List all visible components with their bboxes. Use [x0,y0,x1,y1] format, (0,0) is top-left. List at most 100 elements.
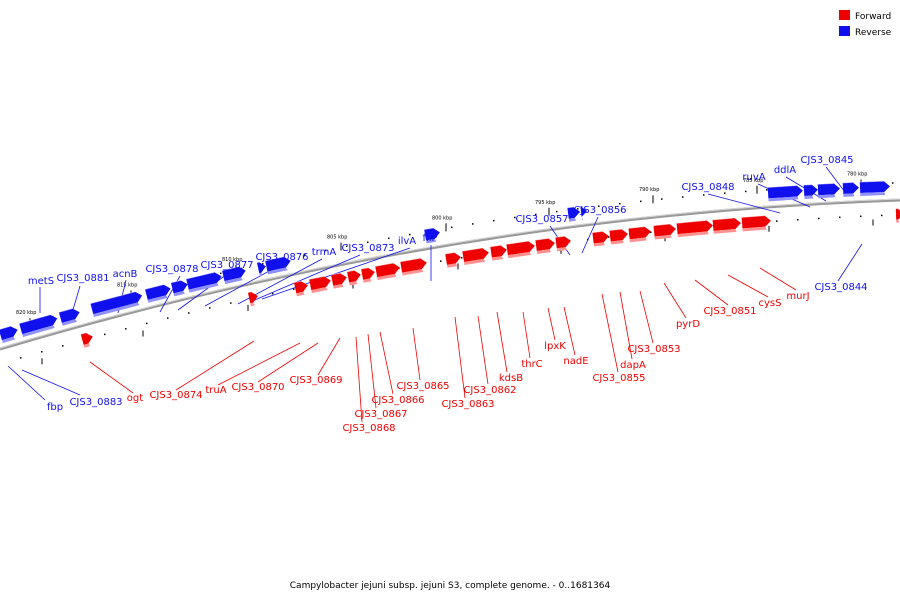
forward-label-leader [639,290,654,344]
legend-reverse-label: Reverse [855,28,892,38]
forward-gene-arrow[interactable] [506,240,536,259]
gene-label-cjs3_0876[interactable]: CJS3_0876 [255,252,308,263]
scale-tick-label: 795 kbp [535,200,555,206]
gene-label-cjs3_0848[interactable]: CJS3_0848 [681,182,734,193]
reverse-gene-arrow[interactable] [19,313,59,338]
forward-gene-shadow [896,219,900,223]
forward-gene-arrow[interactable] [653,223,676,240]
gene-label-cjs3_0868[interactable]: CJS3_0868 [342,423,395,434]
forward-gene-arrow[interactable] [490,244,508,261]
scale-dot-above [745,190,747,193]
forward-gene-arrow[interactable] [462,247,490,265]
forward-gene-arrow[interactable] [628,226,651,243]
gene-label-cjs3_0853[interactable]: CJS3_0853 [627,344,680,355]
gene-label-cjs3_0867[interactable]: CJS3_0867 [354,409,407,420]
reverse-gene-arrow[interactable] [58,307,82,326]
forward-gene-shadow [464,258,486,265]
gene-label-flip[interactable]: fliP [422,233,437,244]
reverse-gene-arrow[interactable] [567,206,581,222]
gene-label-mets[interactable]: metS [28,276,54,287]
gene-label-cyss[interactable]: cysS [759,298,782,309]
reverse-gene-highlight [186,271,215,280]
reverse-gene-arrow[interactable] [170,279,190,297]
forward-gene-arrow[interactable] [330,272,348,289]
forward-gene-shadow [654,234,672,240]
forward-gene-arrow[interactable] [346,269,362,286]
reverse-gene-arrow[interactable] [90,290,144,318]
reverse-gene-arrow[interactable] [817,182,841,199]
forward-gene-arrow[interactable] [247,291,260,307]
reverse-gene-arrow[interactable] [767,184,804,202]
forward-gene-arrow[interactable] [400,257,428,276]
gene-label-cjs3_0870[interactable]: CJS3_0870 [231,382,284,393]
gene-label-cjs3_0855[interactable]: CJS3_0855 [592,373,645,384]
forward-gene-body [609,229,628,242]
gene-label-pyrd[interactable]: pyrD [676,319,700,330]
reverse-gene-arrow[interactable] [424,227,441,244]
gene-label-trua[interactable]: truA [205,385,226,396]
gene-label-cjs3_0881[interactable]: CJS3_0881 [56,273,109,284]
forward-gene-arrow[interactable] [360,267,376,283]
gene-label-kdsb[interactable]: kdsB [499,373,523,384]
gene-label-cjs3_0856[interactable]: CJS3_0856 [573,205,626,216]
reverse-gene-arrow[interactable] [221,265,248,285]
gene-label-cjs3_0883[interactable]: CJS3_0883 [69,397,122,408]
reverse-gene-arrow[interactable] [580,205,588,221]
gene-label-cjs3_0866[interactable]: CJS3_0866 [371,395,424,406]
gene-label-lpxk[interactable]: lpxK [544,341,566,352]
forward-gene-arrow[interactable] [741,215,772,232]
scale-dot-below [146,322,148,325]
gene-label-cjs3_0874[interactable]: CJS3_0874 [149,390,202,401]
forward-gene-arrow[interactable] [712,217,742,234]
reverse-gene-arrow[interactable] [842,181,860,197]
forward-gene-arrow[interactable] [445,252,462,268]
gene-label-cjs3_0845[interactable]: CJS3_0845 [800,155,853,166]
gene-label-murj[interactable]: murJ [786,291,809,302]
reverse-gene-arrow[interactable] [144,283,173,303]
gene-label-ruva[interactable]: ruvA [742,172,765,183]
forward-gene-arrow[interactable] [293,280,310,297]
gene-label-cjs3_0851[interactable]: CJS3_0851 [703,306,756,317]
gene-label-dapa[interactable]: dapA [620,360,646,371]
scale-dot-above [367,241,369,244]
gene-label-ogt[interactable]: ogt [127,393,143,404]
gene-label-thrc[interactable]: thrC [521,359,542,370]
gene-label-cjs3_0862[interactable]: CJS3_0862 [463,385,516,396]
forward-label-leader [217,342,301,386]
forward-gene-arrow[interactable] [80,331,95,348]
gene-label-cjs3_0869[interactable]: CJS3_0869 [289,375,342,386]
gene-label-cjs3_0863[interactable]: CJS3_0863 [441,399,494,410]
gene-label-ilva[interactable]: ilvA [398,236,416,247]
forward-gene-arrow[interactable] [555,235,572,252]
forward-gene-arrow[interactable] [895,208,900,223]
reverse-gene-shadow [188,282,219,293]
reverse-label-leader [249,254,361,303]
forward-gene-arrow[interactable] [676,219,714,238]
forward-gene-arrow[interactable] [375,262,401,281]
gene-label-cjs3_0844[interactable]: CJS3_0844 [814,282,867,293]
forward-label-leader [175,340,255,391]
forward-gene-shadow [713,228,737,234]
gene-label-cjs3_0857[interactable]: CJS3_0857 [515,214,568,225]
reverse-gene-arrow[interactable] [256,261,268,277]
forward-gene-arrow[interactable] [309,275,332,294]
gene-label-trma[interactable]: trmA [312,247,337,258]
gene-label-cjs3_0877[interactable]: CJS3_0877 [200,260,253,271]
gene-label-fbp[interactable]: fbp [47,402,63,413]
reverse-gene-shadow [267,267,288,275]
forward-gene-arrow[interactable] [609,228,628,245]
gene-label-nade[interactable]: nadE [563,356,588,367]
reverse-gene-arrow[interactable] [265,255,292,275]
forward-gene-arrow[interactable] [592,230,610,247]
gene-label-ddla[interactable]: ddlA [774,165,796,176]
forward-gene-arrow[interactable] [535,237,556,254]
reverse-gene-arrow[interactable] [859,180,891,197]
reverse-gene-arrow[interactable] [803,184,819,200]
gene-label-cjs3_0865[interactable]: CJS3_0865 [396,381,449,392]
gene-label-acnb[interactable]: acnB [113,269,138,280]
gene-label-cjs3_0878[interactable]: CJS3_0878 [145,264,198,275]
reverse-label-leader [21,369,81,396]
gene-label-cjs3_0873[interactable]: CJS3_0873 [341,243,394,254]
reverse-gene-arrow[interactable] [186,271,223,293]
reverse-gene-arrow[interactable] [0,325,20,344]
